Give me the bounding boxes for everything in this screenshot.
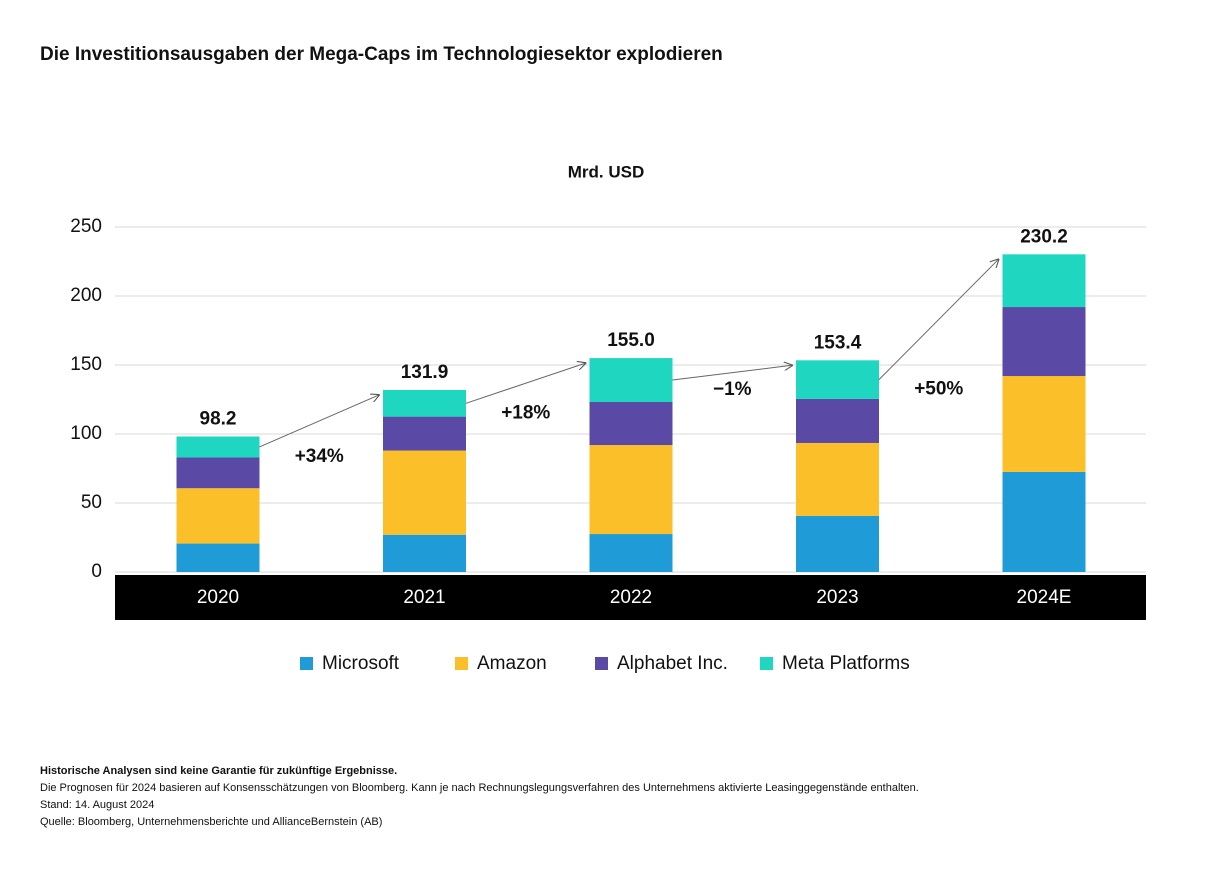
bar-segment: [589, 401, 673, 446]
y-tick-label: 100: [70, 423, 102, 444]
x-tick-label: 2024E: [1017, 587, 1072, 608]
change-arrow: [259, 395, 380, 448]
total-label: 131.9: [401, 362, 449, 383]
x-tick-label: 2022: [610, 587, 652, 608]
total-label: 155.0: [607, 330, 655, 351]
legend-swatch: [595, 657, 608, 670]
change-label: +34%: [295, 446, 344, 467]
y-tick-label: 0: [91, 561, 102, 582]
bar-segment: [796, 360, 879, 399]
bar-segment: [176, 457, 260, 489]
legend-swatch: [760, 657, 773, 670]
chart-subtitle: Mrd. USD: [568, 162, 645, 181]
bar-segment: [383, 450, 466, 535]
change-label: −1%: [713, 379, 752, 400]
bar-segment: [1002, 471, 1086, 572]
y-tick-label: 200: [70, 285, 102, 306]
legend-label: Meta Platforms: [782, 653, 910, 674]
legend-label: Amazon: [477, 653, 547, 674]
footnote: Historische Analysen sind keine Garantie…: [40, 765, 397, 777]
footnote: Stand: 14. August 2024: [40, 799, 154, 811]
bar-segment: [589, 358, 673, 402]
bar-segment: [383, 534, 466, 572]
total-label: 230.2: [1020, 226, 1068, 247]
legend-swatch: [455, 657, 468, 670]
total-label: 153.4: [814, 332, 862, 353]
bar-segment: [1002, 307, 1086, 377]
bar-segment: [589, 534, 673, 572]
bar-segment: [176, 543, 260, 572]
legend-label: Alphabet Inc.: [617, 653, 728, 674]
bar-segment: [383, 416, 466, 451]
legend-label: Microsoft: [322, 653, 400, 674]
bar-segment: [796, 398, 879, 443]
change-label: +50%: [914, 379, 963, 400]
bar-segment: [1002, 376, 1086, 472]
bar-segment: [589, 445, 673, 535]
bar-segment: [176, 436, 260, 458]
x-tick-label: 2020: [197, 587, 239, 608]
change-arrow: [878, 259, 999, 380]
y-tick-label: 250: [70, 216, 102, 237]
bar-segment: [176, 488, 260, 544]
footnote: Die Prognosen für 2024 basieren auf Kons…: [40, 782, 919, 794]
chart-title: Die Investitionsausgaben der Mega-Caps i…: [40, 44, 723, 65]
legend-swatch: [300, 657, 313, 670]
footnote: Quelle: Bloomberg, Unternehmensberichte …: [40, 816, 382, 828]
x-tick-label: 2023: [816, 587, 858, 608]
change-label: +18%: [501, 402, 550, 423]
x-tick-label: 2021: [403, 587, 445, 608]
total-label: 98.2: [200, 408, 237, 429]
change-arrow: [465, 363, 586, 404]
bar-segment: [796, 442, 879, 516]
category-band: [115, 575, 1146, 620]
bar-segment: [1002, 254, 1086, 308]
y-tick-label: 150: [70, 354, 102, 375]
change-arrow: [672, 365, 793, 381]
bar-segment: [796, 515, 879, 572]
y-tick-label: 50: [81, 492, 102, 513]
bar-segment: [383, 389, 466, 417]
